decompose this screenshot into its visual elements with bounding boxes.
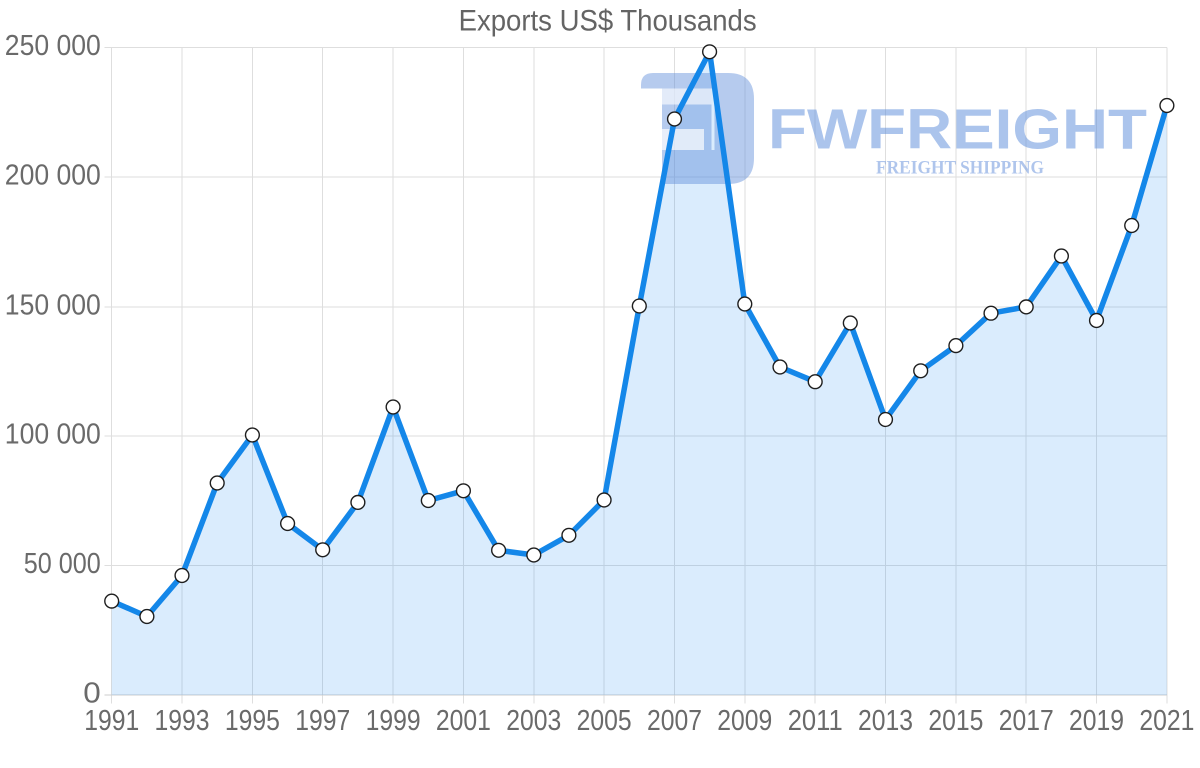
svg-text:2019: 2019	[1069, 705, 1124, 737]
svg-text:FWFREIGHT: FWFREIGHT	[768, 97, 1147, 161]
svg-text:2001: 2001	[436, 705, 491, 737]
svg-text:200 000: 200 000	[5, 160, 101, 192]
svg-text:1999: 1999	[366, 705, 421, 737]
svg-text:2017: 2017	[999, 705, 1054, 737]
svg-text:1991: 1991	[84, 705, 139, 737]
svg-text:50 000: 50 000	[24, 548, 101, 580]
svg-text:2009: 2009	[717, 705, 772, 737]
svg-text:1997: 1997	[295, 705, 350, 737]
svg-text:2003: 2003	[506, 705, 561, 737]
svg-text:1995: 1995	[225, 705, 280, 737]
svg-text:2005: 2005	[577, 705, 632, 737]
svg-text:0: 0	[83, 678, 101, 710]
svg-text:2011: 2011	[788, 705, 843, 737]
svg-text:150 000: 150 000	[5, 289, 101, 321]
svg-text:2007: 2007	[647, 705, 702, 737]
svg-text:250 000: 250 000	[5, 30, 101, 62]
svg-text:2015: 2015	[928, 705, 983, 737]
svg-text:1993: 1993	[155, 705, 210, 737]
svg-text:2013: 2013	[858, 705, 913, 737]
svg-text:100 000: 100 000	[5, 419, 101, 451]
svg-text:2021: 2021	[1139, 705, 1194, 737]
svg-text:Exports US$ Thousands: Exports US$ Thousands	[459, 4, 757, 37]
svg-text:FREIGHT SHIPPING: FREIGHT SHIPPING	[876, 158, 1044, 179]
